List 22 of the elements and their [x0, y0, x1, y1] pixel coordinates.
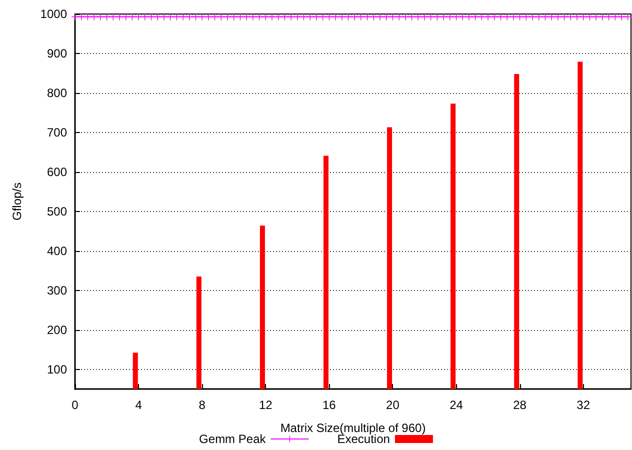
y-tick-label: 400 — [46, 244, 68, 258]
x-tick-label: 28 — [513, 398, 527, 412]
x-tick-label: 0 — [72, 398, 79, 412]
y-tick-label: 800 — [46, 86, 68, 100]
x-tick-label: 32 — [576, 398, 590, 412]
y-tick-label: 900 — [46, 46, 68, 60]
x-tick-label: 12 — [258, 398, 273, 412]
x-tick-label: 4 — [135, 398, 142, 412]
y-axis-title: Gflop/s — [10, 182, 24, 221]
y-tick-label: 100 — [46, 362, 68, 376]
x-tick-label: 20 — [386, 398, 400, 412]
y-tick-label: 600 — [46, 164, 68, 179]
x-tick-label: 24 — [450, 398, 464, 412]
x-tick-label: 16 — [322, 398, 336, 412]
y-tick-label: 700 — [46, 125, 68, 140]
y-tick-label: 200 — [46, 322, 68, 337]
x-tick-label: 8 — [198, 398, 206, 412]
y-tick-label: 1000 — [40, 7, 68, 21]
legend-label: Gemm Peak — [199, 432, 267, 446]
x-axis-title: Matrix Size(multiple of 960) — [280, 421, 426, 435]
y-tick-label: 500 — [46, 204, 68, 218]
y-tick-label: 300 — [46, 283, 68, 298]
